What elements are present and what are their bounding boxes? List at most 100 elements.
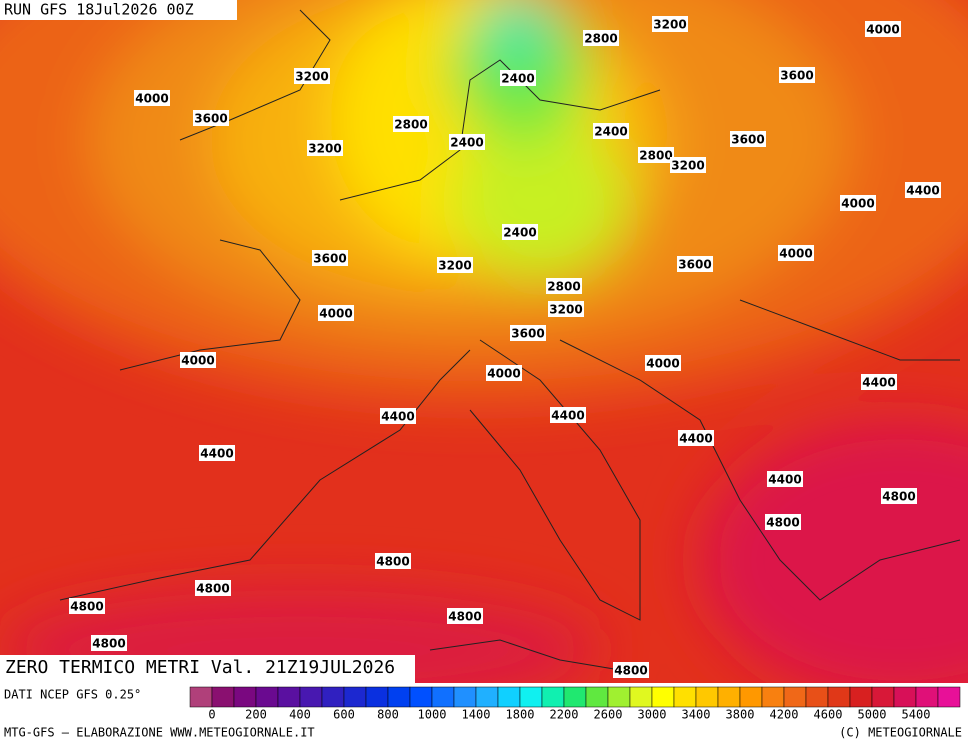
contour-label: 2400 <box>501 72 534 86</box>
contour-label-box <box>193 110 229 126</box>
colorbar-swatch <box>387 686 411 708</box>
contour-label: 3600 <box>511 327 544 341</box>
contour-label: 4800 <box>70 600 103 614</box>
contour-label: 4800 <box>882 490 915 504</box>
contour-label: 4400 <box>679 432 712 446</box>
colorbar-label: 5400 <box>902 708 931 722</box>
colorbar-swatch <box>937 686 961 708</box>
colorbar-label: 4200 <box>770 708 799 722</box>
contour-label-box <box>779 67 815 83</box>
contour-label: 3200 <box>308 142 341 156</box>
map-title: ZERO TERMICO METRI Val. 21Z19JUL2026 <box>5 657 395 678</box>
contour-label-box <box>613 662 649 678</box>
contour-label: 4400 <box>906 184 939 198</box>
contour-label: 3600 <box>313 252 346 266</box>
colorbar-label: 1800 <box>506 708 535 722</box>
colorbar-swatch <box>651 686 675 708</box>
contour-label-box <box>645 355 681 371</box>
colorbar-swatch <box>299 686 323 708</box>
colorbar-label: 0 <box>208 708 215 722</box>
contour-label: 3600 <box>731 133 764 147</box>
title-box <box>0 655 415 683</box>
contour-label-box <box>510 325 546 341</box>
run-label: RUN GFS 18Jul2026 00Z <box>4 1 194 19</box>
colorbar-swatch <box>431 686 455 708</box>
colorbar-swatch <box>915 686 939 708</box>
contour-label: 3600 <box>678 258 711 272</box>
colorbar-swatch <box>585 686 609 708</box>
contour-label-box <box>778 245 814 261</box>
contour-label-box <box>180 352 216 368</box>
contour-label-box <box>134 90 170 106</box>
contour-label: 2400 <box>594 125 627 139</box>
contour-label-box <box>730 131 766 147</box>
colorbar-swatch <box>409 686 433 708</box>
colorbar-swatch <box>519 686 543 708</box>
contour-label: 2400 <box>503 226 536 240</box>
colorbar-label: 2200 <box>550 708 579 722</box>
contour-label: 4400 <box>862 376 895 390</box>
contour-label: 4800 <box>614 664 647 678</box>
contour-label: 4000 <box>841 197 874 211</box>
colorbar-swatch <box>695 686 719 708</box>
colorbar-swatch <box>893 686 917 708</box>
colorbar-swatch <box>783 686 807 708</box>
contour-label: 4000 <box>135 92 168 106</box>
colorbar-label: 2600 <box>594 708 623 722</box>
colorbar-swatch <box>255 686 279 708</box>
contour-label-box <box>318 305 354 321</box>
colorbar-swatch <box>871 686 895 708</box>
colorbar-swatch <box>365 686 389 708</box>
contour-label: 2800 <box>639 149 672 163</box>
credit-label: MTG-GFS — ELABORAZIONE WWW.METEOGIORNALE… <box>4 726 315 740</box>
colorbar-label: 3800 <box>726 708 755 722</box>
colorbar-label: 600 <box>333 708 355 722</box>
colorbar-swatch <box>497 686 521 708</box>
contour-label: 4400 <box>381 410 414 424</box>
colorbar-swatch <box>475 686 499 708</box>
contour-label: 4000 <box>319 307 352 321</box>
colorbar-swatch <box>717 686 741 708</box>
contour-label-box <box>550 407 586 423</box>
contour-label-box <box>840 195 876 211</box>
contour-label-box <box>765 514 801 530</box>
contour-label-box <box>593 123 629 139</box>
contour-label: 4000 <box>779 247 812 261</box>
contour-label-box <box>677 256 713 272</box>
contour-label-box <box>380 408 416 424</box>
colorbar-swatch <box>277 686 301 708</box>
contour-label: 4400 <box>768 473 801 487</box>
colorbar-label: 4600 <box>814 708 843 722</box>
contour-label-box <box>905 182 941 198</box>
contour-label-box <box>881 488 917 504</box>
colorbar-swatch <box>739 686 763 708</box>
colorbar-swatch <box>805 686 829 708</box>
contour-label: 4400 <box>200 447 233 461</box>
contour-label: 2800 <box>547 280 580 294</box>
contour-label: 4000 <box>487 367 520 381</box>
colorbar-label: 400 <box>289 708 311 722</box>
contour-label: 3200 <box>438 259 471 273</box>
contour-label-box <box>500 70 536 86</box>
contour-label-box <box>767 471 803 487</box>
contour-label-box <box>312 250 348 266</box>
colorbar-label: 1400 <box>462 708 491 722</box>
contour-label: 2800 <box>584 32 617 46</box>
contour-label: 4800 <box>376 555 409 569</box>
contour-label-box <box>294 68 330 84</box>
contour-label-box <box>437 257 473 273</box>
colorbar-label: 1000 <box>418 708 447 722</box>
header-box <box>0 0 237 20</box>
contour-label: 4800 <box>448 610 481 624</box>
contour-label: 2800 <box>394 118 427 132</box>
source-label: DATI NCEP GFS 0.25° <box>4 688 141 702</box>
colorbar-swatch <box>563 686 587 708</box>
colorbar-label: 3400 <box>682 708 711 722</box>
contour-label: 4800 <box>766 516 799 530</box>
colorbar-label: 800 <box>377 708 399 722</box>
contour-label-box <box>502 224 538 240</box>
contour-label: 2400 <box>450 136 483 150</box>
contour-label-box <box>199 445 235 461</box>
colorbar-swatch <box>321 686 345 708</box>
